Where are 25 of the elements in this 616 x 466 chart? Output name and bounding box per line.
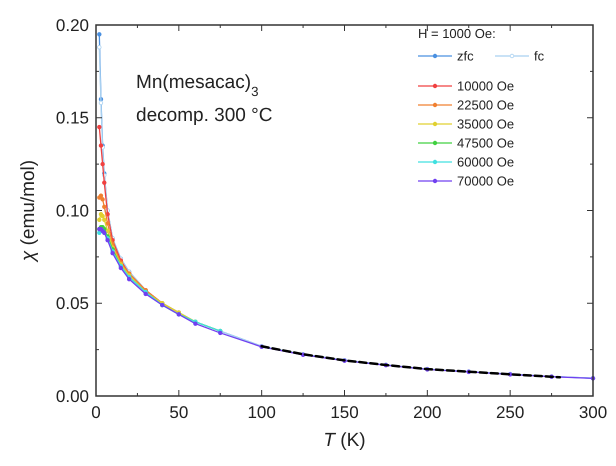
- legend-label: fc: [534, 48, 545, 64]
- x-tick-label: 250: [496, 403, 524, 422]
- legend-label: zfc: [457, 48, 474, 64]
- annotation: Mn(mesacac)$_{3}$: [136, 72, 258, 98]
- legend-label: 60000 Oe: [457, 154, 514, 170]
- x-tick-label: 150: [330, 403, 359, 422]
- y-tick-label: 0.20: [56, 16, 89, 35]
- legend-label: 22500 Oe: [457, 98, 514, 113]
- x-axis-title: T (K): [323, 430, 366, 451]
- annotation: decomp. 300 °C: [136, 105, 272, 126]
- y-axis-title: χ (emu/mol): [18, 160, 39, 264]
- legend-title: H = 1000 Oe:: [418, 26, 496, 41]
- legend-label: 35000 Oe: [457, 116, 514, 132]
- y-tick-label: 0.15: [56, 108, 89, 128]
- x-tick-label: 100: [247, 403, 276, 422]
- y-tick-label: 0.10: [56, 201, 89, 220]
- x-tick-label: 300: [578, 403, 608, 422]
- y-tick-label: 0.00: [56, 386, 89, 406]
- x-tick-label: 50: [169, 403, 188, 422]
- legend-label: 70000 Oe: [457, 174, 514, 189]
- legend-label: 10000 Oe: [457, 78, 514, 94]
- x-tick-label: 0: [91, 403, 101, 422]
- y-tick-label: 0.05: [56, 294, 89, 314]
- x-tick-label: 200: [413, 403, 442, 422]
- legend-label: 47500 Oe: [457, 136, 514, 151]
